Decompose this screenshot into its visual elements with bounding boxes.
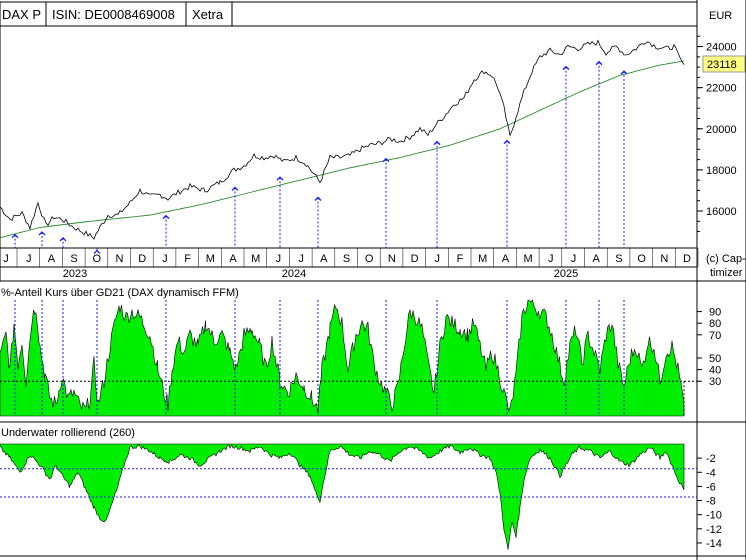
month-label: O (365, 253, 374, 265)
month-label: N (116, 253, 124, 265)
underwater-tick-label: -14 (706, 538, 722, 550)
signal-arrow (595, 60, 603, 66)
price-tick-label: 24000 (706, 42, 737, 54)
gd21-tick-label: 80 (709, 318, 721, 330)
month-label: J (435, 253, 441, 265)
gd21-tick-label: 90 (709, 307, 721, 319)
signal-arrow (382, 157, 390, 163)
signal-arrow (314, 196, 322, 201)
last-price-badge: 23118 (702, 55, 746, 73)
month-label: M (251, 253, 260, 265)
moving-average-line (0, 60, 685, 239)
price-axis: 16000 18000 20000 22000 24000 (697, 35, 737, 233)
exchange-label: Xetra (192, 7, 224, 22)
signal-arrow (433, 140, 441, 146)
month-label: J (298, 253, 304, 265)
gd21-reference-line (0, 380, 697, 416)
month-label: F (184, 253, 191, 265)
instrument-name: DAX P (2, 7, 41, 22)
month-label: A (593, 253, 601, 265)
underwater-tick-label: -6 (706, 481, 716, 493)
underwater-area (0, 443, 685, 550)
price-tick-label: 16000 (706, 206, 737, 218)
signal-arrow (162, 214, 170, 220)
month-label: A (48, 253, 56, 265)
signal-arrow (620, 70, 628, 75)
month-label: M (206, 253, 215, 265)
year-axis: 2023 2024 2025 (63, 268, 578, 280)
signal-arrow (276, 176, 284, 181)
last-price-label: 23118 (707, 59, 737, 71)
signal-arrow (503, 139, 511, 145)
year-label: 2025 (554, 268, 578, 280)
price-tick-label: 22000 (706, 83, 737, 95)
underwater-reference-lines (0, 468, 697, 498)
price-tick-label: 20000 (706, 124, 737, 136)
price-tick-label: 18000 (706, 165, 737, 177)
underwater-tick-label: -8 (706, 496, 716, 508)
signal-arrow (93, 249, 101, 255)
gd21-tick-label: 70 (709, 330, 721, 342)
year-label: 2024 (282, 268, 306, 280)
gd21-tick-label: 40 (709, 365, 721, 377)
month-label: S (615, 253, 622, 265)
underwater-tick-label: -10 (706, 510, 722, 522)
month-label: A (320, 253, 328, 265)
gd21-tick-label: 50 (709, 353, 721, 365)
month-label: D (411, 253, 419, 265)
month-label: D (683, 253, 691, 265)
month-label: J (276, 253, 282, 265)
month-label: O (93, 253, 102, 265)
gd21-tick-label: 30 (709, 376, 721, 388)
panel3-title: Underwater rollierend (260) (1, 427, 135, 439)
month-label: M (524, 253, 533, 265)
year-label: 2023 (63, 268, 87, 280)
gd21-signal-lines (14, 300, 625, 416)
signal-arrow (562, 65, 570, 71)
signal-arrow (231, 186, 239, 191)
copyright-line-2: timizer (710, 267, 743, 279)
month-label: F (457, 253, 464, 265)
month-label: J (162, 253, 168, 265)
underwater-tick-label: -4 (706, 467, 716, 479)
month-label: D (138, 253, 146, 265)
month-label: J (3, 253, 9, 265)
panel2-title: %-Anteil Kurs über GD21 (DAX dynamisch F… (1, 287, 239, 299)
gd21-area (0, 299, 685, 417)
month-label: J (26, 253, 32, 265)
copyright-line-1: (c) Cap- (706, 253, 746, 265)
underwater-tick-label: -12 (706, 524, 722, 536)
signal-arrows (11, 60, 628, 255)
header-bar: DAX P ISIN: DE0008469008 Xetra (0, 1, 698, 27)
month-label: S (70, 253, 77, 265)
currency-label: EUR (709, 10, 732, 22)
month-label: J (571, 253, 577, 265)
month-label: S (343, 253, 350, 265)
isin-label: ISIN: DE0008469008 (52, 7, 175, 22)
signal-arrow (11, 233, 19, 239)
month-label: N (660, 253, 668, 265)
month-label: J (548, 253, 554, 265)
signal-arrow (38, 231, 46, 236)
month-label: O (637, 253, 646, 265)
underwater-tick-label: -2 (706, 453, 716, 465)
month-label: A (502, 253, 510, 265)
month-label: A (229, 253, 237, 265)
price-line (0, 39, 685, 240)
month-label: M (478, 253, 487, 265)
signal-arrow (59, 236, 67, 242)
month-label: N (388, 253, 396, 265)
underwater-axis: -2 -4 -6 -8 -10 -12 -14 (697, 453, 722, 550)
